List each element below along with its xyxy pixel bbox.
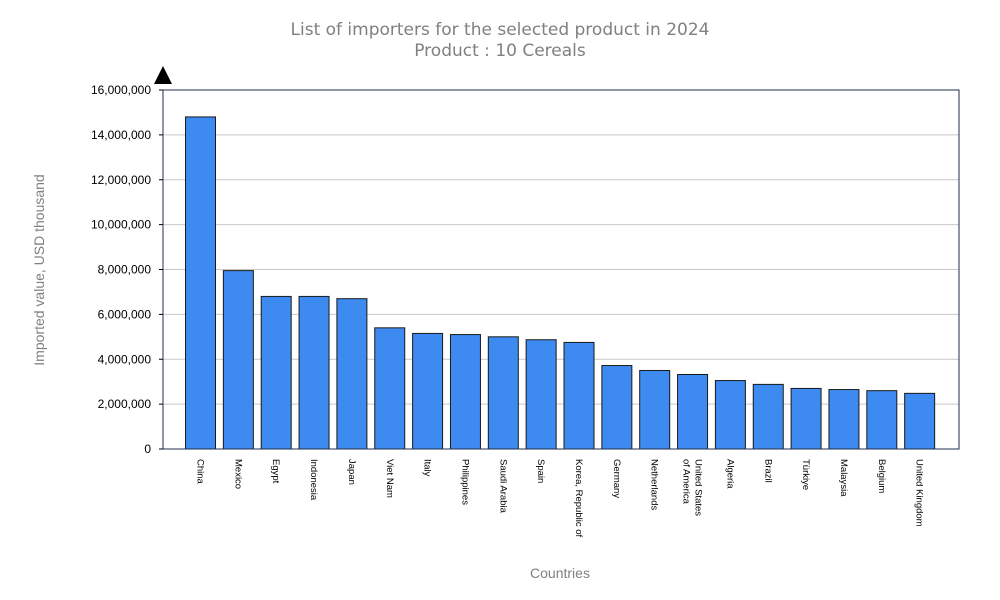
- x-tick-label: Malaysia: [838, 459, 849, 497]
- x-tick-label: Netherlands: [649, 459, 660, 510]
- x-tick-label-line: Mexico: [232, 459, 243, 489]
- y-tick-label: 6,000,000: [98, 307, 152, 321]
- bar: [639, 369, 671, 450]
- x-tick-label-line: of America: [681, 459, 692, 505]
- y-axis-title: Imported value, USD thousand: [31, 174, 47, 365]
- x-tick-label: Philippines: [459, 459, 470, 505]
- x-tick-label-line: Malaysia: [838, 459, 849, 497]
- bar: [525, 339, 557, 450]
- y-tick-label: 12,000,000: [91, 173, 151, 187]
- y-tick-label: 4,000,000: [98, 352, 152, 366]
- x-tick-label-line: Brazil: [762, 459, 773, 483]
- chart-subtitle: Product : 10 Cereals: [414, 41, 586, 61]
- x-tick-label-line: Germany: [611, 459, 622, 498]
- bar: [412, 332, 444, 450]
- x-tick-label: Brazil: [762, 459, 773, 483]
- y-tick-label: 8,000,000: [98, 263, 152, 277]
- x-tick-label: Japan: [346, 459, 357, 485]
- x-tick-label: Korea, Republic of: [573, 459, 584, 538]
- x-tick-label-line: China: [195, 459, 206, 485]
- x-tick-label-line: Egypt: [270, 459, 281, 484]
- bar: [449, 334, 481, 450]
- y-tick-label: 0: [144, 442, 151, 456]
- bar: [298, 295, 330, 450]
- gridlines: [163, 134, 959, 405]
- x-tick-label: Italy: [422, 459, 433, 477]
- x-tick-label: Germany: [611, 459, 622, 498]
- bar: [828, 389, 860, 450]
- x-tick-label: Mexico: [232, 459, 243, 489]
- x-tick-label-line: Japan: [346, 459, 357, 485]
- x-tick-label-line: Indonesia: [308, 459, 319, 501]
- y-tick-label: 16,000,000: [91, 83, 151, 97]
- y-tick-label: 2,000,000: [98, 397, 152, 411]
- x-tick-label-line: Netherlands: [649, 459, 660, 510]
- x-tick-label-line: Saudi Arabia: [497, 459, 508, 514]
- x-tick-label-line: Belgium: [876, 459, 887, 493]
- bar: [904, 392, 936, 450]
- x-axis-title: Countries: [530, 565, 590, 581]
- x-axis-ticks: China Mexico Egypt Indonesia Japan Viet Nam It…: [195, 459, 925, 538]
- x-tick-label-line: Italy: [422, 459, 433, 477]
- x-tick-label-line: Algeria: [724, 459, 735, 489]
- bar: [790, 387, 822, 450]
- bar: [563, 341, 595, 450]
- x-tick-label: United Kingdom: [914, 459, 925, 527]
- x-tick-label: China: [195, 459, 206, 485]
- bar: [374, 327, 406, 450]
- x-tick-label: Algeria: [724, 459, 735, 489]
- y-tick-label: 14,000,000: [91, 128, 151, 142]
- bar: [487, 336, 519, 450]
- bar: [336, 298, 368, 450]
- bar: [714, 380, 746, 450]
- x-tick-label: Saudi Arabia: [497, 459, 508, 514]
- chart-title: List of importers for the selected produ…: [291, 20, 710, 40]
- x-tick-label-line: Türkiye: [800, 459, 811, 490]
- x-tick-label-line: Viet Nam: [384, 459, 395, 498]
- bar: [601, 365, 633, 450]
- bar: [677, 374, 709, 450]
- bars: [185, 116, 936, 450]
- bar: [222, 270, 254, 450]
- bar: [260, 295, 292, 450]
- y-axis-arrow-icon: [154, 66, 172, 84]
- y-tick-label: 10,000,000: [91, 218, 151, 232]
- x-tick-label: Spain: [535, 459, 546, 483]
- x-tick-label: Egypt: [270, 459, 281, 484]
- x-tick-label: Belgium: [876, 459, 887, 493]
- x-tick-label-line: Korea, Republic of: [573, 459, 584, 538]
- x-tick-label: Indonesia: [308, 459, 319, 501]
- y-axis-ticks: 0 2,000,000 4,000,000 6,000,000 8,000,000 10,…: [91, 83, 163, 456]
- x-tick-label-line: United States: [693, 459, 704, 516]
- x-tick-label: Türkiye: [800, 459, 811, 490]
- x-tick-label-line: Philippines: [459, 459, 470, 505]
- bar: [866, 390, 898, 450]
- x-tick-label: Viet Nam: [384, 459, 395, 498]
- bar: [185, 116, 216, 450]
- x-tick-label-line: United Kingdom: [914, 459, 925, 527]
- x-tick-label-line: Spain: [535, 459, 546, 483]
- bar: [752, 383, 784, 450]
